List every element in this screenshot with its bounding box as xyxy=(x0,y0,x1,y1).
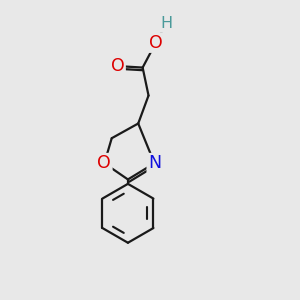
Text: O: O xyxy=(149,34,163,52)
Text: O: O xyxy=(111,57,124,75)
Text: N: N xyxy=(148,154,161,172)
Text: H: H xyxy=(160,16,172,31)
Text: O: O xyxy=(98,154,111,172)
